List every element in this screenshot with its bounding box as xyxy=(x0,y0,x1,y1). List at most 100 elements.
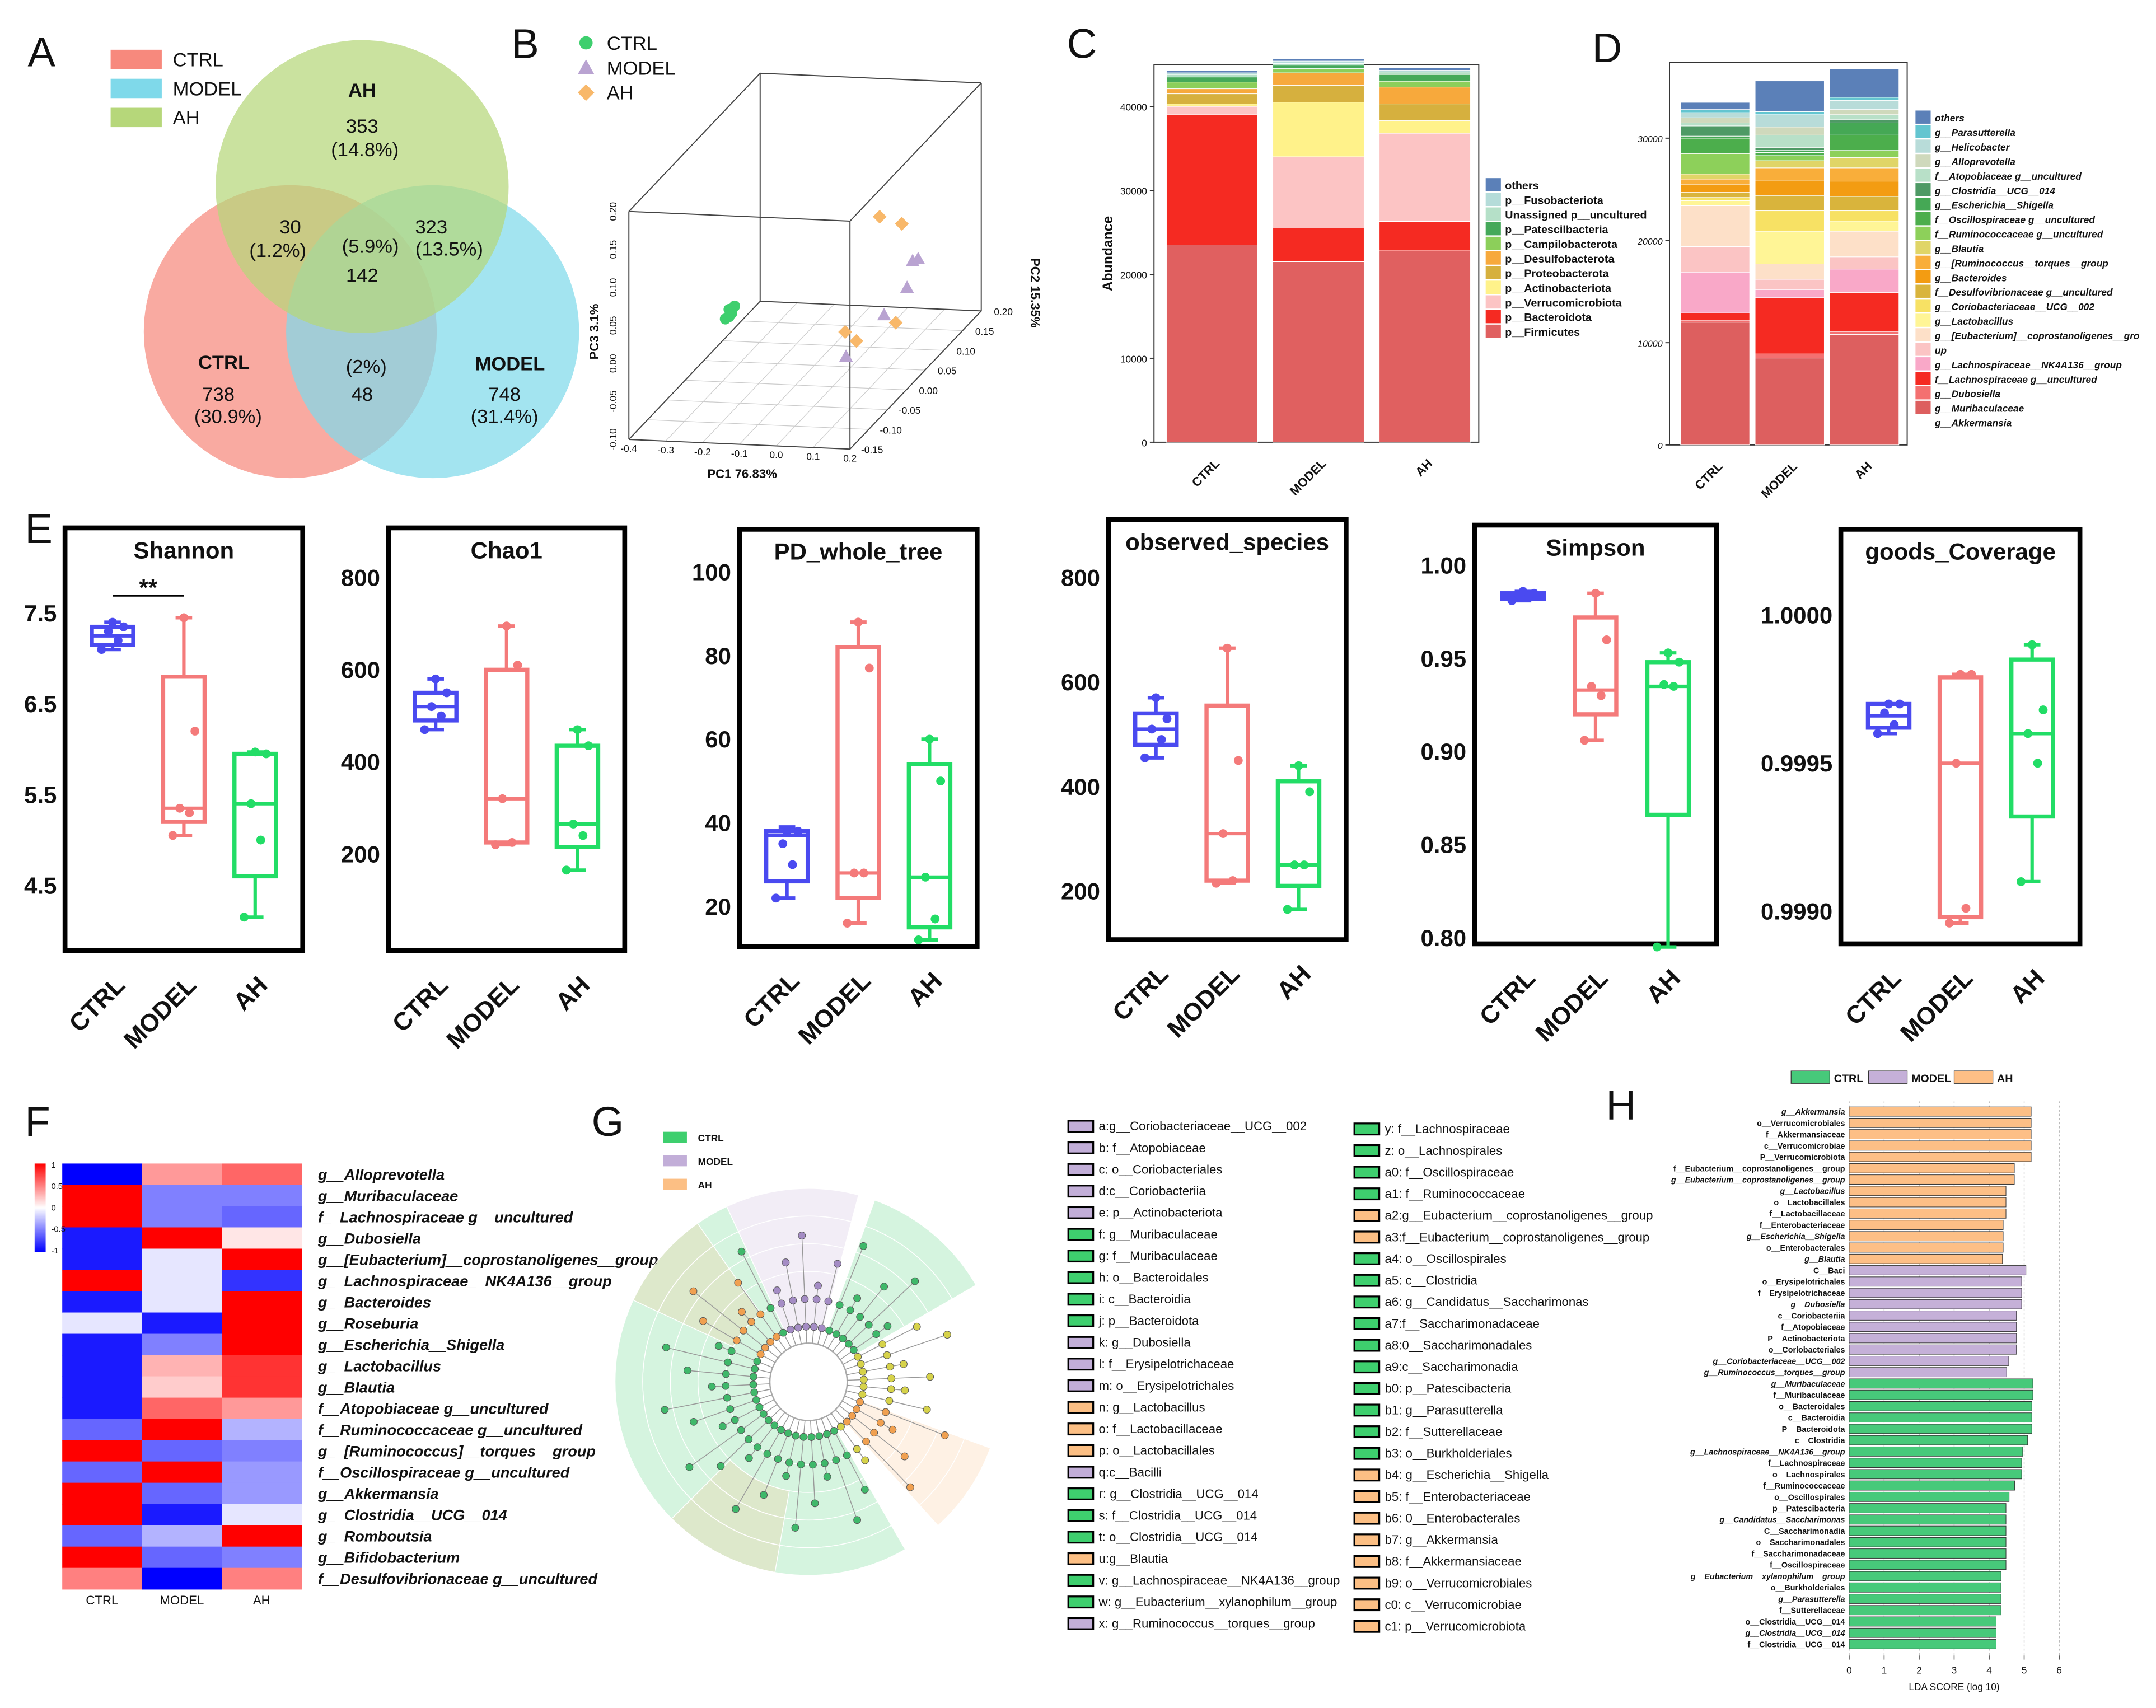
tree-node xyxy=(789,1297,797,1304)
bar-label: g__Akkermansia xyxy=(1781,1108,1845,1117)
tree-node xyxy=(823,1430,831,1438)
point-triangle xyxy=(877,307,891,321)
bar-segment xyxy=(1755,152,1825,156)
legend-swatch xyxy=(1915,125,1931,138)
data-point xyxy=(1659,680,1669,689)
tree-node xyxy=(723,1393,731,1402)
data-point xyxy=(1884,699,1893,709)
key-label: a7:f__Saccharimonadaceae xyxy=(1385,1317,1540,1331)
key-label: a8:0__Saccharimonadales xyxy=(1385,1338,1532,1352)
key-swatch xyxy=(1067,1293,1095,1306)
legend-label: g__Akkermansia xyxy=(1934,418,2012,429)
key-swatch xyxy=(1067,1466,1095,1479)
colorbar xyxy=(34,1163,46,1252)
heatmap-cell xyxy=(142,1248,222,1271)
clade-highlight xyxy=(726,1188,859,1232)
bar-segment xyxy=(1273,58,1364,62)
x-tick-label: MODEL xyxy=(793,967,876,1050)
tree-node xyxy=(761,1344,769,1352)
data-point xyxy=(1873,729,1882,738)
region-percent: (5.9%) xyxy=(342,236,399,258)
key-swatch xyxy=(1067,1163,1095,1176)
tree-node xyxy=(812,1295,821,1303)
legend-label: g__Dubosiella xyxy=(1934,389,2000,400)
key-label: b3: o__Burkholderiales xyxy=(1385,1447,1512,1461)
key-swatch xyxy=(1067,1228,1095,1241)
heatmap-cell xyxy=(222,1567,302,1590)
heatmap-cell xyxy=(142,1525,222,1547)
bar-segment xyxy=(1829,221,1900,232)
tree-node xyxy=(911,1277,919,1285)
bar-segment xyxy=(1680,272,1750,313)
tree-node xyxy=(661,1406,669,1414)
lda-bar xyxy=(1849,1469,2022,1480)
data-point xyxy=(1140,753,1149,762)
key-swatch xyxy=(1067,1509,1095,1522)
bar-label: o__Enterobacterales xyxy=(1766,1244,1845,1253)
lda-bar xyxy=(1849,1276,2022,1287)
plot-title: Shannon xyxy=(134,537,234,563)
heatmap-cell xyxy=(222,1270,302,1292)
key-label: o: f__Lactobacillaceae xyxy=(1099,1422,1223,1436)
legend-label: Unassigned p__uncultured xyxy=(1505,209,1647,222)
genus-stacked-bar-chart: 0 10000 20000 30000 CTRL MODEL AH others g__Para… xyxy=(1637,62,2139,501)
heatmap-cell xyxy=(142,1185,222,1207)
box xyxy=(161,675,207,824)
legend-swatch xyxy=(1485,222,1501,236)
tree-node xyxy=(857,1360,865,1368)
bar-segment xyxy=(1755,289,1825,298)
legend-swatch xyxy=(663,1131,687,1143)
x-tick-label: CTRL xyxy=(1189,456,1223,490)
panel-labels: A B C D E F G H xyxy=(25,21,1636,1145)
lda-bar xyxy=(1849,1503,2007,1513)
tree-node xyxy=(785,1458,793,1467)
key-swatch xyxy=(1067,1120,1095,1133)
tree-node xyxy=(815,1432,824,1440)
bar-segment xyxy=(1829,210,1900,222)
bar-segment xyxy=(1379,87,1471,105)
region-count: 353 xyxy=(346,116,378,137)
panel-label: B xyxy=(511,21,539,67)
tree-node xyxy=(848,1412,857,1420)
key-label: j: p__Bacteroidota xyxy=(1098,1314,1200,1328)
x-tick-label: MODEL xyxy=(1531,965,1614,1047)
heatmap-cell xyxy=(222,1525,302,1547)
x-axis-label: PC1 76.83% xyxy=(707,467,777,481)
data-point xyxy=(175,803,184,813)
plot-frame xyxy=(62,525,306,953)
bar-segment xyxy=(1379,72,1471,75)
bar-segment xyxy=(1273,60,1364,64)
key-swatch xyxy=(1353,1317,1381,1330)
legend-label: p__Fusobacteriota xyxy=(1505,194,1603,207)
bar-segment xyxy=(1755,114,1825,128)
data-point xyxy=(1961,904,1971,913)
gridline xyxy=(704,360,925,371)
key-swatch xyxy=(1353,1512,1381,1525)
branch xyxy=(840,1326,888,1360)
row-label: f__Ruminococcaceae g__uncultured xyxy=(318,1421,583,1438)
legend-label: g__Clostridia__UCG__014 xyxy=(1934,185,2055,196)
box-model xyxy=(161,613,207,840)
tree-node xyxy=(734,1279,742,1287)
legend-label: p__Desulfobacterota xyxy=(1505,253,1615,265)
box xyxy=(232,751,278,879)
tree-node xyxy=(808,1461,817,1469)
bar-label: C__Baci xyxy=(1813,1266,1845,1275)
legend-label: others xyxy=(1935,113,1965,124)
bar-segment xyxy=(1829,231,1900,258)
heatmap-cell xyxy=(142,1567,222,1590)
cube-edge xyxy=(628,73,761,212)
region-count: 30 xyxy=(279,217,301,238)
data-point xyxy=(1602,635,1611,644)
tree-node xyxy=(941,1431,949,1439)
legend-label: g__Coriobacteriaceae__UCG__002 xyxy=(1934,301,2094,312)
row-label: g__Bacteroides xyxy=(317,1293,431,1311)
cube-edge xyxy=(629,210,850,222)
x-tick-label: -0.4 xyxy=(620,443,637,454)
pca-series-ctrl xyxy=(719,300,741,325)
tree-node xyxy=(782,1472,791,1480)
y-tick-label: 60 xyxy=(705,726,731,752)
data-point xyxy=(849,868,859,878)
tree-node xyxy=(708,1382,716,1391)
tree-node xyxy=(834,1260,841,1268)
